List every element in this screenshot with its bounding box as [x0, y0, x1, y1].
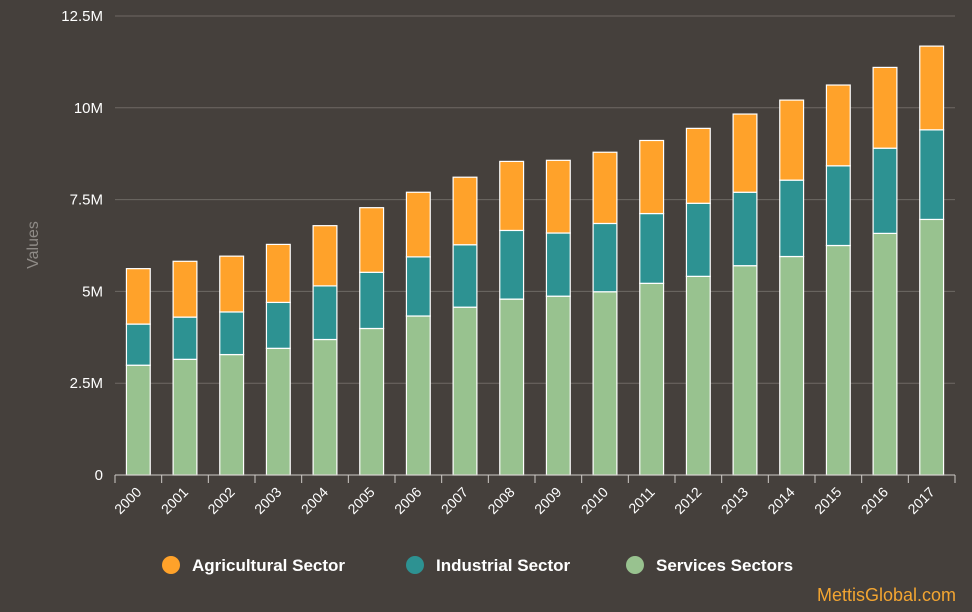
bar-services-sectors-2016	[872, 232, 898, 476]
bar-services-sectors-2014	[779, 255, 805, 476]
legend: Agricultural Sector Industrial Sector Serv…	[162, 556, 793, 575]
bar-agricultural-sector-2009	[545, 159, 571, 234]
bar-agricultural-sector-2003	[265, 243, 291, 304]
x-axis	[114, 474, 956, 483]
bar-industrial-sector-2010	[592, 222, 618, 293]
x-tick-label: 2014	[764, 484, 797, 517]
x-tick-label: 2000	[111, 484, 144, 517]
bar-services-sectors-2007	[452, 306, 478, 476]
bar-agricultural-sector-2010	[592, 151, 618, 225]
bar-services-sectors-2015	[825, 244, 851, 476]
bar-series	[125, 45, 945, 476]
x-tick-label: 2012	[671, 484, 704, 517]
bar-industrial-sector-2013	[732, 191, 758, 267]
bar-industrial-sector-2008	[499, 229, 525, 300]
y-tick-label: 5M	[82, 283, 103, 300]
x-tick-label: 2013	[718, 484, 751, 517]
x-tick-label: 2011	[625, 484, 658, 517]
x-tick-label: 2015	[811, 484, 844, 517]
x-tick-label: 2004	[298, 484, 331, 517]
bar-agricultural-sector-2000	[125, 268, 151, 325]
bar-industrial-sector-2006	[405, 256, 431, 317]
x-tick-label: 2003	[251, 484, 284, 517]
bar-services-sectors-2009	[545, 295, 571, 476]
bar-agricultural-sector-2017	[919, 45, 945, 131]
bar-agricultural-sector-2002	[219, 255, 245, 313]
bar-services-sectors-2010	[592, 291, 618, 476]
x-tick-label: 2009	[531, 484, 564, 517]
legend-swatch-industrial-sector	[406, 556, 424, 574]
bar-services-sectors-2000	[125, 364, 151, 476]
bar-industrial-sector-2000	[125, 323, 151, 366]
bar-services-sectors-2003	[265, 347, 291, 476]
bar-industrial-sector-2017	[919, 129, 945, 221]
x-tick-label: 2017	[904, 484, 937, 517]
bar-industrial-sector-2014	[779, 179, 805, 258]
y-axis-ticks: 0 2.5M 5M 7.5M 10M 12.5M	[61, 8, 103, 484]
bar-agricultural-sector-2007	[452, 176, 478, 246]
bar-agricultural-sector-2016	[872, 66, 898, 149]
bar-industrial-sector-2002	[219, 311, 245, 356]
bar-services-sectors-2006	[405, 315, 431, 476]
bar-agricultural-sector-2008	[499, 160, 525, 232]
x-tick-label: 2008	[484, 484, 517, 517]
y-axis-title: Values	[25, 221, 42, 269]
bar-services-sectors-2012	[685, 275, 711, 476]
bar-industrial-sector-2016	[872, 147, 898, 234]
bar-agricultural-sector-2013	[732, 113, 758, 193]
bar-industrial-sector-2009	[545, 232, 571, 297]
bar-industrial-sector-2005	[359, 271, 385, 330]
bar-industrial-sector-2015	[825, 165, 851, 247]
bar-agricultural-sector-2014	[779, 99, 805, 181]
legend-label-industrial-sector: Industrial Sector	[436, 556, 571, 575]
legend-label-services-sectors: Services Sectors	[656, 556, 793, 575]
bar-services-sectors-2001	[172, 358, 198, 476]
bar-services-sectors-2004	[312, 338, 338, 476]
bar-services-sectors-2005	[359, 327, 385, 476]
y-tick-label: 7.5M	[70, 192, 103, 209]
bar-agricultural-sector-2004	[312, 225, 338, 287]
x-tick-label: 2001	[158, 484, 191, 517]
bar-services-sectors-2008	[499, 298, 525, 476]
bar-services-sectors-2013	[732, 265, 758, 476]
x-tick-label: 2005	[344, 484, 377, 517]
x-tick-label: 2006	[391, 484, 424, 517]
bar-services-sectors-2002	[219, 353, 245, 476]
legend-swatch-agricultural-sector	[162, 556, 180, 574]
x-tick-label: 2007	[438, 484, 471, 517]
legend-label-agricultural-sector: Agricultural Sector	[192, 556, 345, 575]
bar-industrial-sector-2012	[685, 202, 711, 277]
bar-industrial-sector-2004	[312, 285, 338, 341]
bar-agricultural-sector-2015	[825, 84, 851, 167]
y-tick-label: 12.5M	[61, 8, 103, 25]
watermark: MettisGlobal.com	[816, 585, 956, 605]
bar-agricultural-sector-2012	[685, 127, 711, 204]
bar-agricultural-sector-2006	[405, 191, 431, 258]
bar-services-sectors-2017	[919, 218, 945, 476]
bar-agricultural-sector-2001	[172, 260, 198, 318]
bar-industrial-sector-2007	[452, 244, 478, 308]
bar-agricultural-sector-2011	[639, 139, 665, 215]
bar-services-sectors-2011	[639, 282, 665, 476]
bar-agricultural-sector-2005	[359, 207, 385, 273]
bar-industrial-sector-2001	[172, 316, 198, 360]
bar-industrial-sector-2011	[639, 212, 665, 284]
grid-lines	[115, 15, 955, 384]
y-tick-label: 10M	[74, 100, 103, 117]
x-tick-label: 2010	[578, 484, 611, 517]
y-tick-label: 2.5M	[70, 375, 103, 392]
y-tick-label: 0	[95, 467, 103, 484]
bar-industrial-sector-2003	[265, 301, 291, 349]
x-tick-label: 2002	[204, 484, 237, 517]
x-axis-ticks: 2000 2001 2002 2003 2004 2005 2006 2007 2008 2009…	[111, 484, 938, 517]
x-tick-label: 2016	[858, 484, 891, 517]
legend-swatch-services-sectors	[626, 556, 644, 574]
